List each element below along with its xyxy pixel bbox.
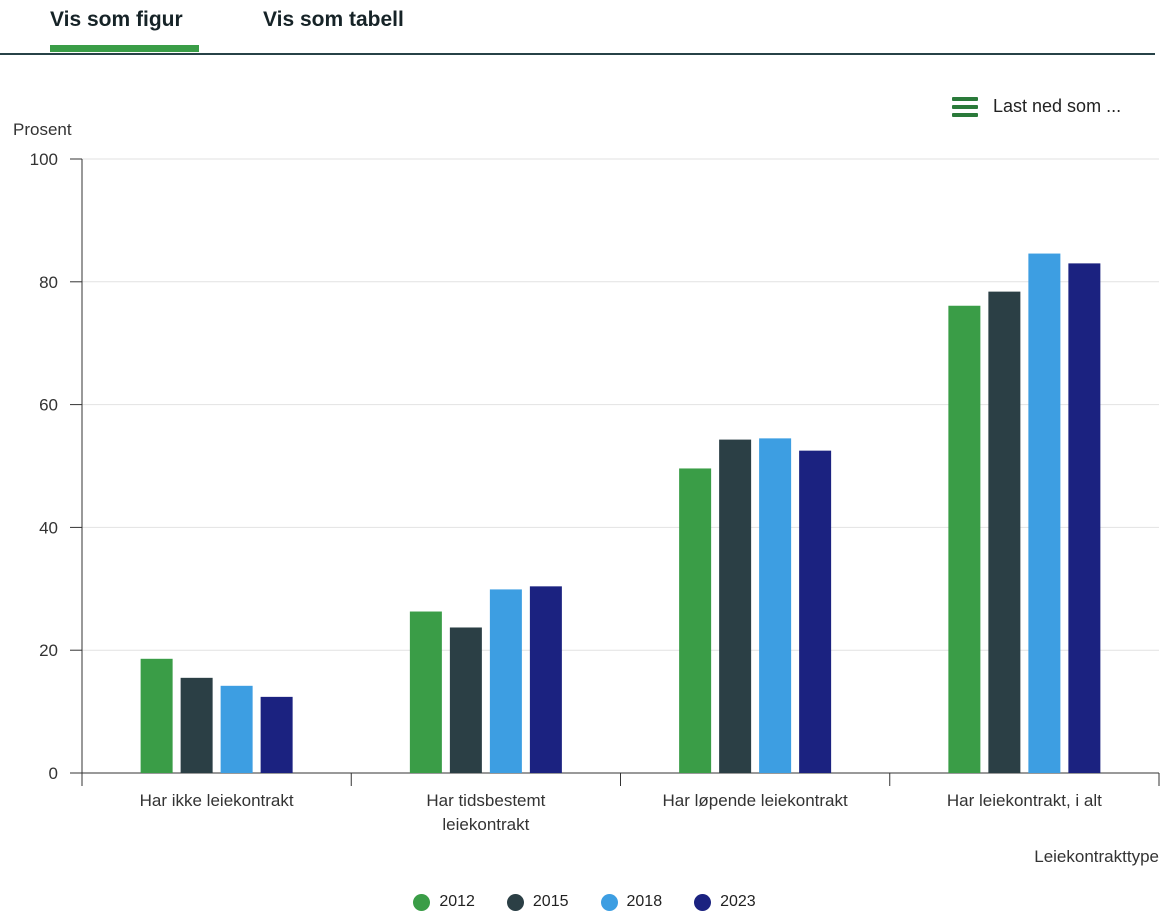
legend-item-2012[interactable]: 2012 (413, 893, 475, 911)
bar-2012 (948, 305, 981, 773)
legend-swatch (413, 893, 431, 911)
bar-2023 (1068, 263, 1101, 773)
bar-2023 (799, 450, 832, 773)
download-label: Last ned som ... (993, 96, 1122, 116)
bar-2015 (719, 439, 752, 773)
y-tick-label: 20 (39, 641, 58, 660)
legend-item-2023[interactable]: 2023 (694, 893, 756, 911)
y-axis-label: Prosent (13, 120, 72, 139)
legend-label: 2023 (720, 893, 756, 910)
legend-swatch (600, 893, 618, 911)
bar-2018 (1028, 253, 1061, 773)
legend-swatch (694, 893, 712, 911)
tab-table[interactable]: Vis som tabell (263, 8, 404, 31)
y-tick-label: 0 (49, 764, 58, 783)
bar-2023 (529, 586, 562, 773)
x-tick-label: Har leiekontrakt, i alt (947, 791, 1102, 810)
x-axis-label: Leiekontrakttype (1034, 847, 1159, 866)
x-tick-label: leiekontrakt (442, 815, 529, 834)
bar-2012 (140, 658, 173, 773)
bar-2012 (679, 468, 712, 773)
bar-2018 (489, 589, 522, 773)
y-tick-label: 40 (39, 518, 58, 537)
legend-label: 2015 (532, 893, 569, 910)
x-tick-label: Har løpende leiekontrakt (663, 791, 848, 810)
bar-chart: 0 20 40 60 80 100 Prosent Har ikke leiekontrakt… (13, 120, 1160, 866)
legend-label: 2018 (626, 893, 663, 910)
legend-swatch (506, 893, 524, 911)
tab-figure[interactable]: Vis som figur (50, 8, 183, 31)
bar-2023 (260, 696, 293, 773)
legend-item-2018[interactable]: 2018 (600, 893, 663, 911)
x-tick-label: Har ikke leiekontrakt (140, 791, 294, 810)
legend-label: 2012 (439, 893, 475, 910)
bar-2012 (409, 611, 442, 773)
bar-2018 (759, 438, 792, 773)
y-tick-label: 80 (39, 273, 58, 292)
y-tick-label: 100 (30, 150, 58, 169)
legend-item-2015[interactable]: 2015 (506, 893, 569, 911)
chart-legend: 2012 2015 2018 2023 (0, 893, 1169, 911)
tab-bar: Vis som figur Vis som tabell (0, 0, 1155, 55)
x-tick-label: Har tidsbestemt (426, 791, 545, 810)
download-menu-button[interactable]: Last ned som ... (952, 96, 1121, 117)
active-tab-indicator (50, 45, 199, 52)
bar-2018 (220, 685, 253, 773)
y-tick-label: 60 (39, 396, 58, 415)
bar-2015 (449, 627, 482, 773)
bar-2015 (988, 291, 1021, 773)
menu-icon (952, 96, 978, 117)
bar-2015 (180, 677, 213, 773)
